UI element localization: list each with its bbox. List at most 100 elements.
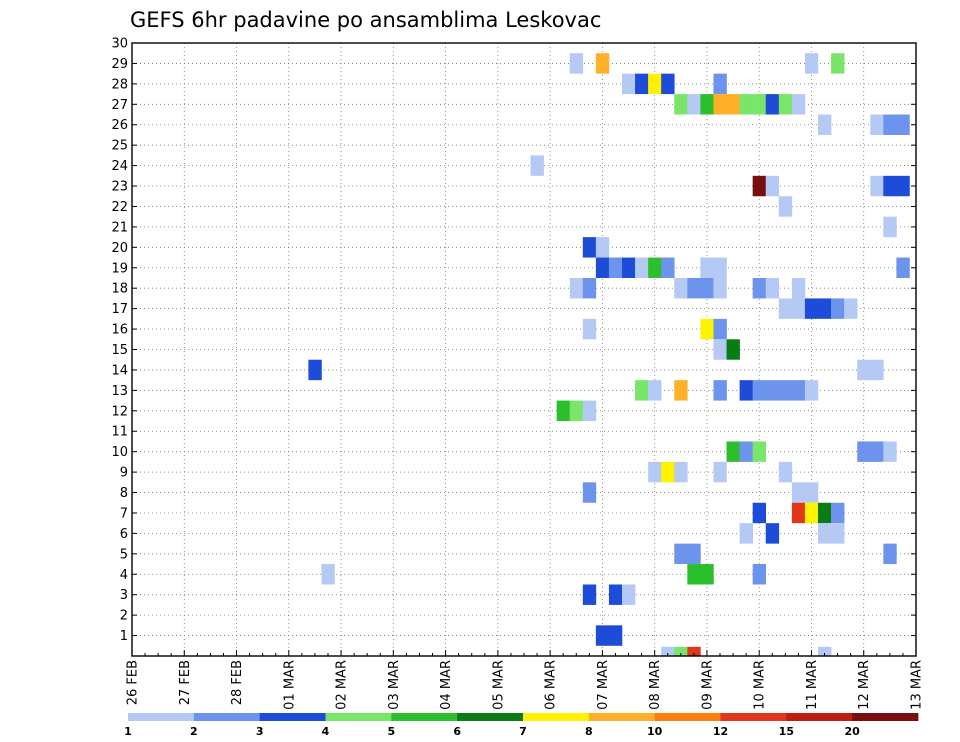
heatmap-cell [883,441,897,462]
heatmap-cell [818,646,832,656]
y-tick-label: 10 [111,445,128,460]
heatmap-cell [818,298,832,319]
legend-swatch [720,713,787,721]
y-tick-label: 13 [111,384,128,399]
data-cells [308,53,910,656]
heatmap-cell [674,277,688,299]
heatmap-cell [622,73,636,95]
heatmap-cell [661,73,675,95]
y-tick-label: 27 [111,98,128,113]
legend-swatch [391,713,458,721]
y-tick-label: 6 [120,527,128,542]
heatmap-cell [765,380,780,401]
x-tick-label: 11 MAR [805,660,820,710]
heatmap-cell [778,94,793,115]
heatmap-cell [818,523,832,544]
heatmap-cell [713,461,727,483]
legend-label: 4 [322,725,330,738]
y-tick-label: 18 [111,282,128,297]
y-tick-label: 16 [111,323,128,338]
heatmap-cell [582,482,597,503]
heatmap-cell [818,502,832,524]
y-tick-label: 26 [111,118,128,133]
heatmap-cell [713,257,727,278]
y-tick-label: 15 [111,343,128,358]
heatmap-cell [687,277,701,299]
legend-label: 5 [388,725,396,738]
heatmap-cell [752,380,767,401]
legend-label: 3 [256,725,264,738]
heatmap-cell [778,461,793,483]
x-tick-label: 07 MAR [596,660,611,710]
y-tick-label: 1 [120,629,128,644]
heatmap-cell [896,175,910,197]
y-tick-label: 29 [111,57,128,72]
legend-swatch [457,713,524,721]
heatmap-cell [778,298,793,319]
heatmap-cell [739,94,753,115]
heatmap-cell [896,114,910,135]
heatmap-cell [674,461,688,483]
heatmap-cell [752,564,767,585]
legend-swatch [588,713,656,721]
heatmap-cell [804,482,819,503]
heatmap-cell [635,257,649,278]
heatmap-cell [870,441,884,462]
heatmap-cell [687,543,701,565]
heatmap-cell [648,257,662,278]
heatmap-cell [608,625,623,646]
x-tick-label: 12 MAR [857,660,872,710]
y-tick-label: 4 [120,568,128,583]
y-tick-label: 14 [111,363,128,378]
heatmap-cell [595,257,610,278]
heatmap-cell [661,646,675,656]
y-tick-label: 28 [111,77,128,92]
y-tick-label: 17 [111,302,128,317]
legend-swatch [786,713,853,721]
heatmap-cell [765,277,780,299]
x-tick-label: 13 MAR [910,660,925,710]
heatmap-cell [582,237,597,258]
heatmap-cell [622,584,636,605]
x-tick-label: 09 MAR [700,660,715,710]
heatmap-cell [700,564,714,585]
heatmap-cell [687,646,701,656]
legend-swatch [128,713,195,721]
heatmap-cell [321,564,335,585]
y-axis: 1234567891011121314151617181920212223242… [111,37,916,644]
heatmap-cell [648,461,662,483]
heatmap-cell [713,380,727,401]
heatmap-cell [765,94,780,115]
y-tick-label: 22 [111,200,128,215]
heatmap-cell [700,277,714,299]
x-tick-label: 28 FEB [230,660,245,705]
heatmap-cell [804,298,819,319]
heatmap-cell [569,400,584,422]
heatmap-cell [804,502,819,524]
x-tick-label: 06 MAR [544,660,559,710]
heatmap-cell [687,94,701,115]
legend-label: 15 [779,725,794,738]
heatmap-cell [648,380,662,401]
heatmap-cell [791,298,806,319]
heatmap-cell [556,400,571,422]
heatmap-cell [713,73,727,95]
heatmap-cell [661,461,675,483]
heatmap-cell [713,94,727,115]
legend-label: 20 [845,725,861,738]
heatmap-cell [752,502,767,524]
heatmap-cell [713,318,727,340]
heatmap-cell [674,543,688,565]
y-tick-label: 5 [120,547,128,562]
heatmap-cell [870,359,884,381]
heatmap-cell [765,523,780,544]
x-tick-label: 02 MAR [335,660,350,710]
heatmap-cell [582,400,597,422]
heatmap-cell [687,564,701,585]
heatmap-cell [870,114,884,135]
y-tick-label: 24 [111,159,128,174]
y-tick-label: 3 [120,588,128,603]
heatmap-cell [844,298,858,319]
y-tick-label: 30 [111,37,128,52]
